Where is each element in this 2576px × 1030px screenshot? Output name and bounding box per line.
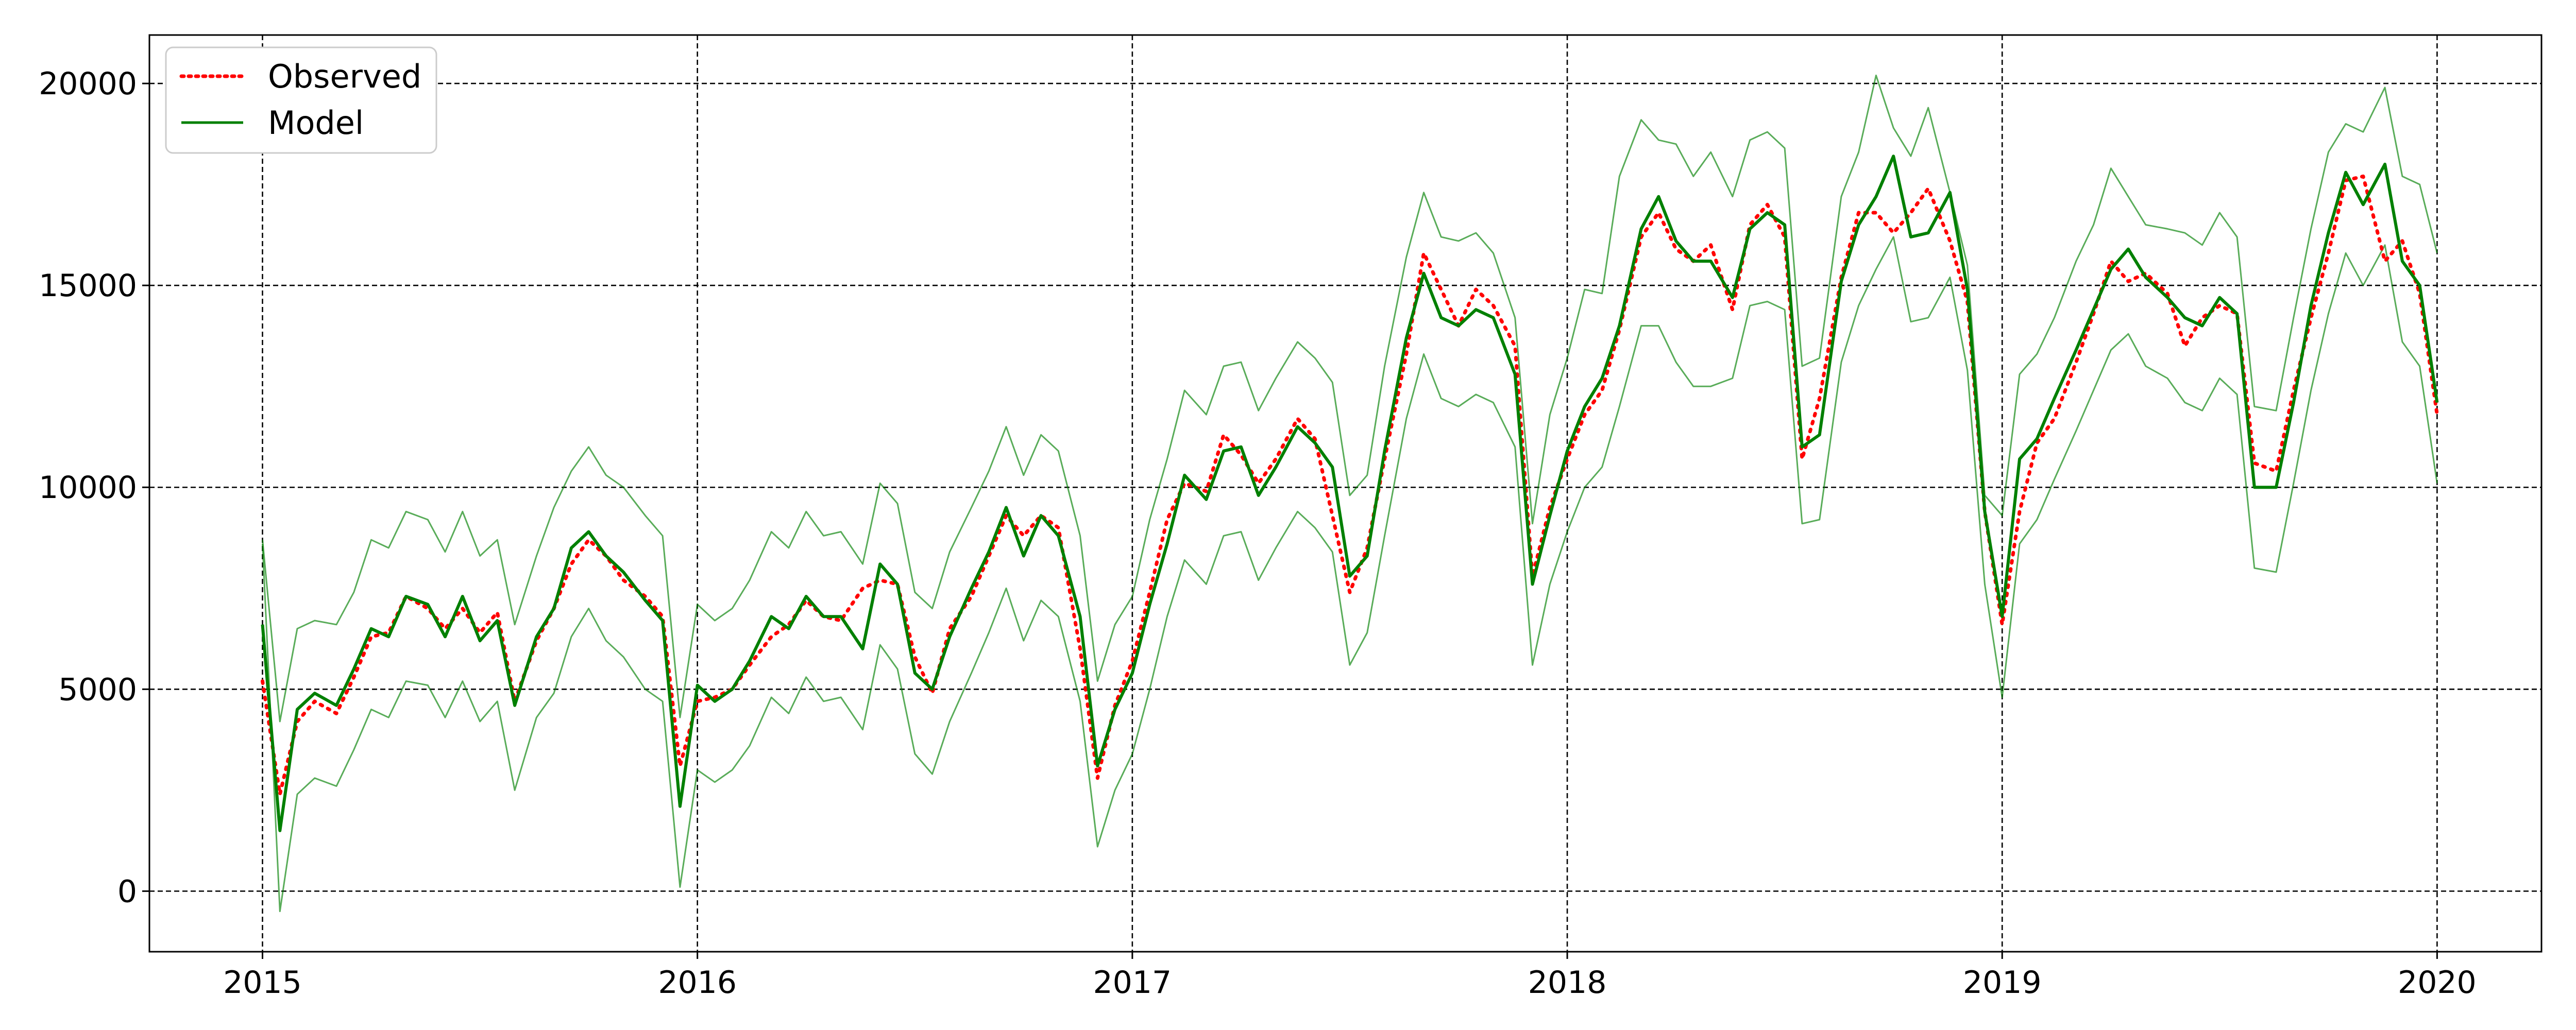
legend: Observed Model [165, 46, 437, 154]
legend-label-observed: Observed [268, 58, 421, 95]
x-tick-label: 2019 [1963, 965, 2042, 1001]
x-tick-label: 2018 [1528, 965, 1607, 1001]
y-tick-label: 10000 [39, 470, 137, 506]
model-upper-band-line [262, 74, 2438, 723]
x-tick-label: 2016 [658, 965, 737, 1001]
series-group [261, 74, 2439, 913]
observed-series-line [261, 174, 2439, 796]
x-tick-label: 2015 [223, 965, 302, 1001]
model-series-line [261, 154, 2439, 832]
legend-label-model: Model [268, 104, 364, 142]
axis-ticks: 2015 2016 2017 2018 2019 2020 0 5000 10000 15000 2… [39, 66, 2477, 1001]
y-tick-label: 20000 [39, 66, 137, 102]
plot-frame [148, 34, 2543, 953]
y-tick-label: 15000 [39, 268, 137, 304]
legend-box [165, 46, 437, 154]
grid [149, 35, 2541, 952]
x-tick-label: 2017 [1093, 965, 1172, 1001]
y-tick-label: 5000 [58, 672, 137, 708]
x-tick-label: 2020 [2398, 965, 2477, 1001]
model-lower-band-line [262, 236, 2438, 913]
y-tick-label: 0 [117, 873, 137, 909]
